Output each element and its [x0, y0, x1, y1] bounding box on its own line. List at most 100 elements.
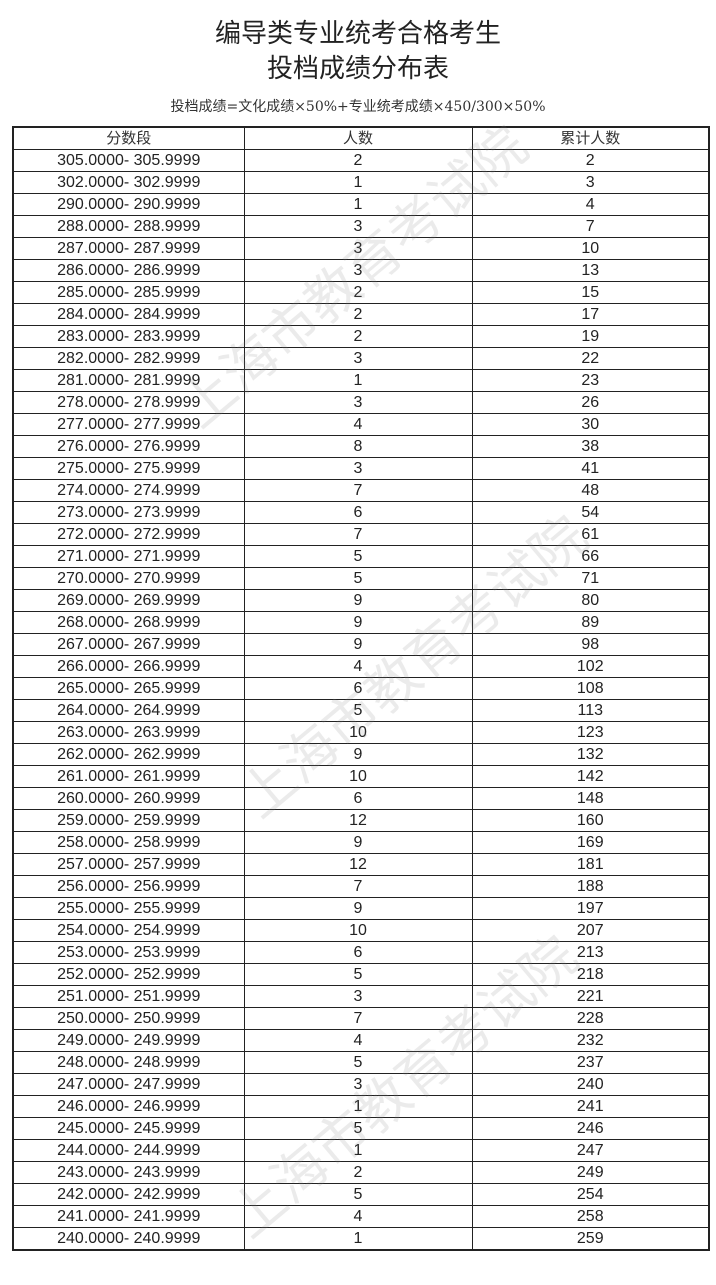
table-row: 256.0000- 256.9999 7 188 — [12, 875, 710, 898]
table-row: 302.0000- 302.9999 1 3 — [12, 171, 710, 194]
cell-count: 2 — [243, 325, 473, 348]
cell-cumulative: 10 — [471, 237, 710, 260]
cell-count: 10 — [243, 721, 473, 744]
table-row: 276.0000- 276.9999 8 38 — [12, 435, 710, 458]
cell-count: 10 — [243, 919, 473, 942]
cell-score-range: 276.0000- 276.9999 — [12, 435, 245, 458]
table-row: 244.0000- 244.9999 1 247 — [12, 1139, 710, 1162]
cell-score-range: 283.0000- 283.9999 — [12, 325, 245, 348]
cell-score-range: 246.0000- 246.9999 — [12, 1095, 245, 1118]
table-row: 254.0000- 254.9999 10 207 — [12, 919, 710, 942]
cell-score-range: 243.0000- 243.9999 — [12, 1161, 245, 1184]
cell-count: 7 — [243, 523, 473, 546]
cell-count: 12 — [243, 853, 473, 876]
cell-count: 3 — [243, 985, 473, 1008]
cell-score-range: 247.0000- 247.9999 — [12, 1073, 245, 1096]
cell-score-range: 244.0000- 244.9999 — [12, 1139, 245, 1162]
header-score-range: 分数段 — [12, 126, 245, 150]
cell-count: 1 — [243, 1227, 473, 1251]
table-row: 245.0000- 245.9999 5 246 — [12, 1117, 710, 1140]
cell-score-range: 288.0000- 288.9999 — [12, 215, 245, 238]
cell-score-range: 265.0000- 265.9999 — [12, 677, 245, 700]
table-row: 277.0000- 277.9999 4 30 — [12, 413, 710, 436]
table-row: 281.0000- 281.9999 1 23 — [12, 369, 710, 392]
cell-count: 6 — [243, 677, 473, 700]
cell-score-range: 267.0000- 267.9999 — [12, 633, 245, 656]
table-row: 242.0000- 242.9999 5 254 — [12, 1183, 710, 1206]
cell-count: 9 — [243, 611, 473, 634]
cell-score-range: 285.0000- 285.9999 — [12, 281, 245, 304]
table-row: 270.0000- 270.9999 5 71 — [12, 567, 710, 590]
cell-score-range: 259.0000- 259.9999 — [12, 809, 245, 832]
table-row: 262.0000- 262.9999 9 132 — [12, 743, 710, 766]
cell-count: 2 — [243, 149, 473, 172]
table-row: 251.0000- 251.9999 3 221 — [12, 985, 710, 1008]
cell-cumulative: 17 — [471, 303, 710, 326]
cell-cumulative: 80 — [471, 589, 710, 612]
table-row: 243.0000- 243.9999 2 249 — [12, 1161, 710, 1184]
cell-count: 6 — [243, 501, 473, 524]
cell-cumulative: 237 — [471, 1051, 710, 1074]
cell-count: 9 — [243, 633, 473, 656]
cell-count: 1 — [243, 1139, 473, 1162]
score-distribution-table: 分数段 人数 累计人数 305.0000- 305.9999 2 2 302.0000… — [12, 126, 710, 1251]
table-row: 284.0000- 284.9999 2 17 — [12, 303, 710, 326]
table-row: 252.0000- 252.9999 5 218 — [12, 963, 710, 986]
cell-cumulative: 148 — [471, 787, 710, 810]
table-row: 265.0000- 265.9999 6 108 — [12, 677, 710, 700]
cell-score-range: 262.0000- 262.9999 — [12, 743, 245, 766]
cell-cumulative: 221 — [471, 985, 710, 1008]
cell-score-range: 290.0000- 290.9999 — [12, 193, 245, 216]
cell-count: 5 — [243, 545, 473, 568]
cell-count: 7 — [243, 875, 473, 898]
cell-score-range: 245.0000- 245.9999 — [12, 1117, 245, 1140]
cell-count: 8 — [243, 435, 473, 458]
cell-count: 6 — [243, 787, 473, 810]
cell-cumulative: 23 — [471, 369, 710, 392]
cell-cumulative: 246 — [471, 1117, 710, 1140]
cell-cumulative: 22 — [471, 347, 710, 370]
cell-count: 2 — [243, 281, 473, 304]
table-row: 278.0000- 278.9999 3 26 — [12, 391, 710, 414]
table-row: 267.0000- 267.9999 9 98 — [12, 633, 710, 656]
cell-cumulative: 188 — [471, 875, 710, 898]
cell-cumulative: 213 — [471, 941, 710, 964]
cell-count: 1 — [243, 171, 473, 194]
cell-cumulative: 247 — [471, 1139, 710, 1162]
cell-count: 3 — [243, 215, 473, 238]
cell-cumulative: 232 — [471, 1029, 710, 1052]
cell-score-range: 250.0000- 250.9999 — [12, 1007, 245, 1030]
table-row: 274.0000- 274.9999 7 48 — [12, 479, 710, 502]
cell-count: 1 — [243, 193, 473, 216]
cell-score-range: 268.0000- 268.9999 — [12, 611, 245, 634]
cell-score-range: 258.0000- 258.9999 — [12, 831, 245, 854]
cell-count: 7 — [243, 479, 473, 502]
table-row: 247.0000- 247.9999 3 240 — [12, 1073, 710, 1096]
table-row: 261.0000- 261.9999 10 142 — [12, 765, 710, 788]
cell-cumulative: 26 — [471, 391, 710, 414]
cell-score-range: 275.0000- 275.9999 — [12, 457, 245, 480]
cell-cumulative: 7 — [471, 215, 710, 238]
cell-cumulative: 54 — [471, 501, 710, 524]
cell-count: 3 — [243, 391, 473, 414]
cell-cumulative: 142 — [471, 765, 710, 788]
cell-count: 3 — [243, 457, 473, 480]
cell-score-range: 278.0000- 278.9999 — [12, 391, 245, 414]
cell-count: 5 — [243, 1117, 473, 1140]
cell-count: 1 — [243, 369, 473, 392]
cell-count: 1 — [243, 1095, 473, 1118]
cell-count: 9 — [243, 589, 473, 612]
cell-count: 4 — [243, 413, 473, 436]
cell-count: 5 — [243, 567, 473, 590]
cell-cumulative: 3 — [471, 171, 710, 194]
cell-cumulative: 160 — [471, 809, 710, 832]
cell-cumulative: 113 — [471, 699, 710, 722]
cell-cumulative: 181 — [471, 853, 710, 876]
table-row: 286.0000- 286.9999 3 13 — [12, 259, 710, 282]
cell-cumulative: 108 — [471, 677, 710, 700]
cell-cumulative: 241 — [471, 1095, 710, 1118]
cell-count: 5 — [243, 1051, 473, 1074]
cell-score-range: 253.0000- 253.9999 — [12, 941, 245, 964]
table-row: 272.0000- 272.9999 7 61 — [12, 523, 710, 546]
cell-score-range: 241.0000- 241.9999 — [12, 1205, 245, 1228]
